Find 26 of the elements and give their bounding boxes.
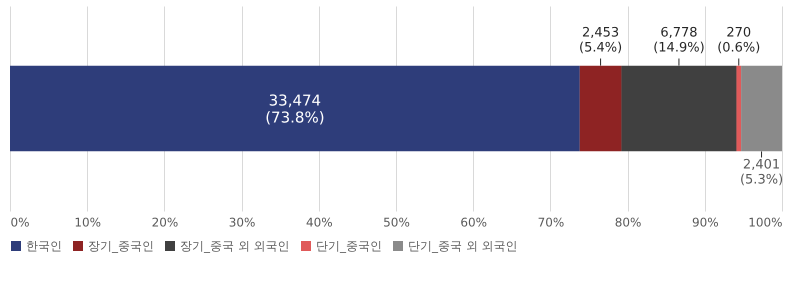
x-tick-label: 20%: [152, 216, 178, 230]
x-tick-label: 90%: [692, 216, 719, 230]
bar: [580, 66, 622, 152]
bar: [736, 66, 742, 152]
bar: [741, 66, 782, 152]
legend-label: 장기_중국인: [88, 239, 154, 253]
x-tick-label: 70%: [538, 216, 564, 230]
x-tick-label: 10%: [74, 216, 102, 230]
bar: [10, 66, 580, 152]
legend-label: 단기_중국인: [316, 239, 382, 253]
x-tick-label: 0%: [10, 216, 30, 230]
data-label: 270 (0.6%): [717, 26, 760, 56]
x-tick-label: 100%: [748, 216, 782, 230]
x-tick-label: 30%: [228, 216, 256, 230]
data-label: 2,453 (5.4%): [578, 26, 622, 56]
data-label: 2,401 (5.3%): [740, 158, 784, 188]
x-tick-label: 60%: [460, 216, 488, 230]
data-label: 33,474 (73.8%): [265, 92, 325, 126]
x-tick-label: 50%: [383, 216, 410, 230]
legend-label: 장기_중국 외 외국인: [180, 239, 290, 253]
legend-label: 단기_중국 외 외국인: [408, 239, 518, 253]
legend-label: 한국인: [26, 239, 62, 253]
bar: [621, 66, 736, 152]
x-tick-label: 40%: [306, 216, 333, 230]
x-tick-label: 80%: [614, 216, 642, 230]
data-label: 6,778 (14.9%): [653, 26, 705, 56]
